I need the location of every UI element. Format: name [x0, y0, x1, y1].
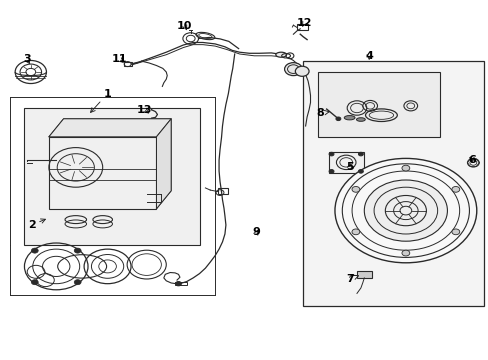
Circle shape — [175, 282, 181, 286]
Text: 10: 10 — [177, 21, 192, 31]
Polygon shape — [156, 119, 171, 209]
Bar — [175, 282, 186, 285]
Bar — [24, 108, 200, 245]
Circle shape — [451, 186, 459, 192]
Ellipse shape — [344, 116, 354, 120]
Text: 5: 5 — [345, 162, 353, 172]
Circle shape — [284, 63, 302, 76]
Circle shape — [74, 248, 81, 253]
Bar — [49, 137, 156, 209]
Polygon shape — [49, 119, 171, 137]
Circle shape — [328, 152, 333, 156]
Text: 4: 4 — [365, 51, 372, 61]
Text: 12: 12 — [296, 18, 311, 28]
Circle shape — [295, 66, 308, 76]
Bar — [217, 188, 228, 194]
Circle shape — [401, 165, 409, 171]
Text: 7: 7 — [345, 274, 358, 284]
Bar — [296, 24, 307, 30]
Circle shape — [334, 158, 476, 263]
Circle shape — [401, 250, 409, 256]
Text: 2: 2 — [28, 219, 45, 230]
Bar — [317, 72, 439, 137]
Circle shape — [451, 229, 459, 235]
Bar — [123, 62, 131, 66]
Circle shape — [364, 180, 447, 241]
Text: 1: 1 — [90, 89, 111, 112]
Text: 8: 8 — [316, 108, 328, 118]
Circle shape — [335, 117, 340, 121]
Ellipse shape — [275, 52, 286, 57]
Circle shape — [351, 229, 359, 235]
Circle shape — [358, 170, 363, 173]
Circle shape — [31, 248, 38, 253]
Text: 3: 3 — [23, 54, 31, 64]
Bar — [303, 61, 483, 306]
Circle shape — [358, 152, 363, 156]
Text: 6: 6 — [467, 155, 475, 165]
Circle shape — [351, 186, 359, 192]
Circle shape — [31, 280, 38, 285]
Circle shape — [74, 280, 81, 285]
Bar — [356, 271, 371, 278]
Circle shape — [328, 170, 333, 173]
Ellipse shape — [356, 118, 365, 121]
Text: 13: 13 — [136, 105, 152, 115]
Text: 11: 11 — [112, 54, 127, 64]
Text: 9: 9 — [252, 227, 260, 237]
Bar — [328, 152, 363, 173]
